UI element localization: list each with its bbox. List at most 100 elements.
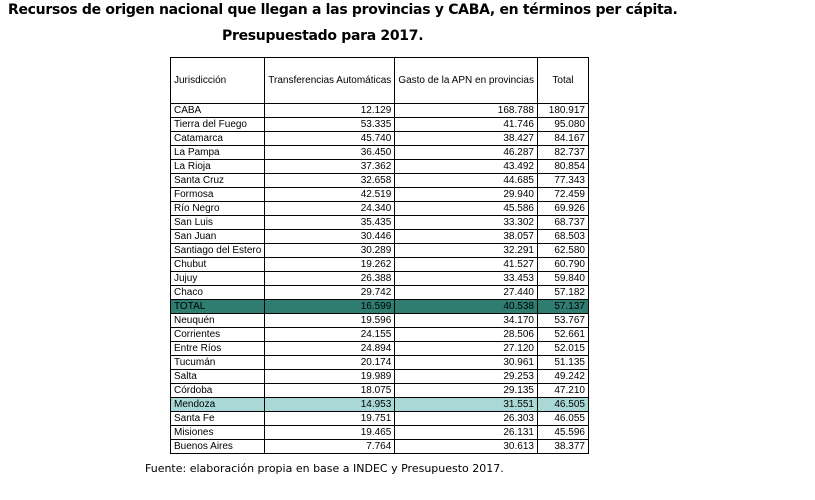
cell-transferencias: 19.989 — [264, 369, 396, 384]
cell-total: 84.167 — [536, 131, 589, 146]
table-row: Chaco 29.742 27.440 57.182 — [169, 285, 589, 300]
table-row: Corrientes 24.155 28.506 52.661 — [169, 327, 589, 342]
table-row: Formosa 42.519 29.940 72.459 — [169, 187, 589, 202]
cell-transferencias: 53.335 — [264, 117, 396, 132]
cell-gasto: 33.302 — [394, 215, 538, 230]
cell-total: 57.137 — [536, 299, 589, 314]
cell-transferencias: 45.740 — [264, 131, 396, 146]
table-row: La Pampa 36.450 46.287 82.737 — [169, 145, 589, 160]
cell-total: 60.790 — [536, 257, 589, 272]
cell-total: 59.840 — [536, 271, 589, 286]
cell-transferencias: 19.262 — [264, 257, 396, 272]
table-row: Tucumán 20.174 30.961 51.135 — [169, 355, 589, 370]
cell-gasto: 38.057 — [394, 229, 538, 244]
cell-gasto: 168.788 — [394, 103, 538, 118]
cell-gasto: 40.538 — [394, 299, 538, 314]
table-row: Entre Ríos 24.894 27.120 52.015 — [169, 341, 589, 356]
cell-total: 68.737 — [536, 215, 589, 230]
cell-transferencias: 26.388 — [264, 271, 396, 286]
table-row: La Rioja 37.362 43.492 80.854 — [169, 159, 589, 174]
cell-transferencias: 42.519 — [264, 187, 396, 202]
cell-jurisdiccion: Chubut — [169, 257, 266, 272]
cell-gasto: 31.551 — [394, 397, 538, 412]
table-row: Jujuy 26.388 33.453 59.840 — [169, 271, 589, 286]
cell-gasto: 38.427 — [394, 131, 538, 146]
cell-total: 57.182 — [536, 285, 589, 300]
cell-transferencias: 12.129 — [264, 103, 396, 118]
cell-total: 62.580 — [536, 243, 589, 258]
cell-gasto: 26.303 — [394, 411, 538, 426]
data-table: Jurisdicción Transferencias Automáticas … — [169, 57, 589, 454]
header-transferencias: Transferencias Automáticas — [264, 57, 396, 104]
cell-gasto: 26.131 — [394, 425, 538, 440]
table-row: Santiago del Estero 30.289 32.291 62.580 — [169, 243, 589, 258]
document-title: Recursos de origen nacional que llegan a… — [8, 2, 678, 18]
cell-total: 51.135 — [536, 355, 589, 370]
cell-gasto: 29.253 — [394, 369, 538, 384]
cell-transferencias: 19.751 — [264, 411, 396, 426]
source-note: Fuente: elaboración propia en base a IND… — [145, 462, 504, 475]
cell-transferencias: 36.450 — [264, 145, 396, 160]
table-row: Mendoza 14.953 31.551 46.505 — [169, 397, 589, 412]
cell-gasto: 44.685 — [394, 173, 538, 188]
cell-jurisdiccion: Misiones — [169, 425, 266, 440]
cell-total: 49.242 — [536, 369, 589, 384]
cell-total: 72.459 — [536, 187, 589, 202]
cell-gasto: 27.120 — [394, 341, 538, 356]
table-row: Río Negro 24.340 45.586 69.926 — [169, 201, 589, 216]
cell-total: 46.505 — [536, 397, 589, 412]
cell-gasto: 28.506 — [394, 327, 538, 342]
cell-jurisdiccion: TOTAL — [169, 299, 266, 314]
cell-total: 95.080 — [536, 117, 589, 132]
table-body: CABA 12.129 168.788 180.917 Tierra del Fuego… — [169, 103, 589, 454]
header-gasto: Gasto de la APN en provincias — [394, 57, 538, 104]
cell-transferencias: 35.435 — [264, 215, 396, 230]
cell-jurisdiccion: Corrientes — [169, 327, 266, 342]
cell-jurisdiccion: Mendoza — [169, 397, 266, 412]
table-row: Santa Fe 19.751 26.303 46.055 — [169, 411, 589, 426]
cell-gasto: 29.135 — [394, 383, 538, 398]
cell-jurisdiccion: La Pampa — [169, 145, 266, 160]
table-row: Santa Cruz 32.658 44.685 77.343 — [169, 173, 589, 188]
cell-gasto: 27.440 — [394, 285, 538, 300]
cell-jurisdiccion: San Juan — [169, 229, 266, 244]
cell-transferencias: 16.599 — [264, 299, 396, 314]
cell-gasto: 41.746 — [394, 117, 538, 132]
table-row: Salta 19.989 29.253 49.242 — [169, 369, 589, 384]
cell-jurisdiccion: San Luis — [169, 215, 266, 230]
cell-jurisdiccion: Entre Ríos — [169, 341, 266, 356]
cell-jurisdiccion: La Rioja — [169, 159, 266, 174]
cell-total: 52.015 — [536, 341, 589, 356]
cell-total: 82.737 — [536, 145, 589, 160]
cell-transferencias: 24.155 — [264, 327, 396, 342]
table-row: San Luis 35.435 33.302 68.737 — [169, 215, 589, 230]
cell-transferencias: 24.340 — [264, 201, 396, 216]
cell-transferencias: 7.764 — [264, 439, 396, 454]
cell-total: 38.377 — [536, 439, 589, 454]
cell-transferencias: 20.174 — [264, 355, 396, 370]
cell-transferencias: 29.742 — [264, 285, 396, 300]
cell-total: 180.917 — [536, 103, 589, 118]
cell-transferencias: 37.362 — [264, 159, 396, 174]
cell-gasto: 32.291 — [394, 243, 538, 258]
cell-jurisdiccion: Catamarca — [169, 131, 266, 146]
header-total: Total — [536, 57, 589, 104]
cell-jurisdiccion: Chaco — [169, 285, 266, 300]
cell-total: 53.767 — [536, 313, 589, 328]
cell-gasto: 29.940 — [394, 187, 538, 202]
cell-jurisdiccion: Santiago del Estero — [169, 243, 266, 258]
cell-gasto: 43.492 — [394, 159, 538, 174]
table-row: San Juan 30.446 38.057 68.503 — [169, 229, 589, 244]
cell-transferencias: 19.465 — [264, 425, 396, 440]
cell-gasto: 33.453 — [394, 271, 538, 286]
cell-gasto: 41.527 — [394, 257, 538, 272]
table-header-row: Jurisdicción Transferencias Automáticas … — [169, 57, 589, 104]
cell-transferencias: 32.658 — [264, 173, 396, 188]
cell-jurisdiccion: Tucumán — [169, 355, 266, 370]
table-row: Buenos Aires 7.764 30.613 38.377 — [169, 439, 589, 454]
cell-jurisdiccion: Neuquén — [169, 313, 266, 328]
cell-jurisdiccion: Tierra del Fuego — [169, 117, 266, 132]
cell-jurisdiccion: Santa Cruz — [169, 173, 266, 188]
cell-gasto: 34.170 — [394, 313, 538, 328]
table-row: Catamarca 45.740 38.427 84.167 — [169, 131, 589, 146]
